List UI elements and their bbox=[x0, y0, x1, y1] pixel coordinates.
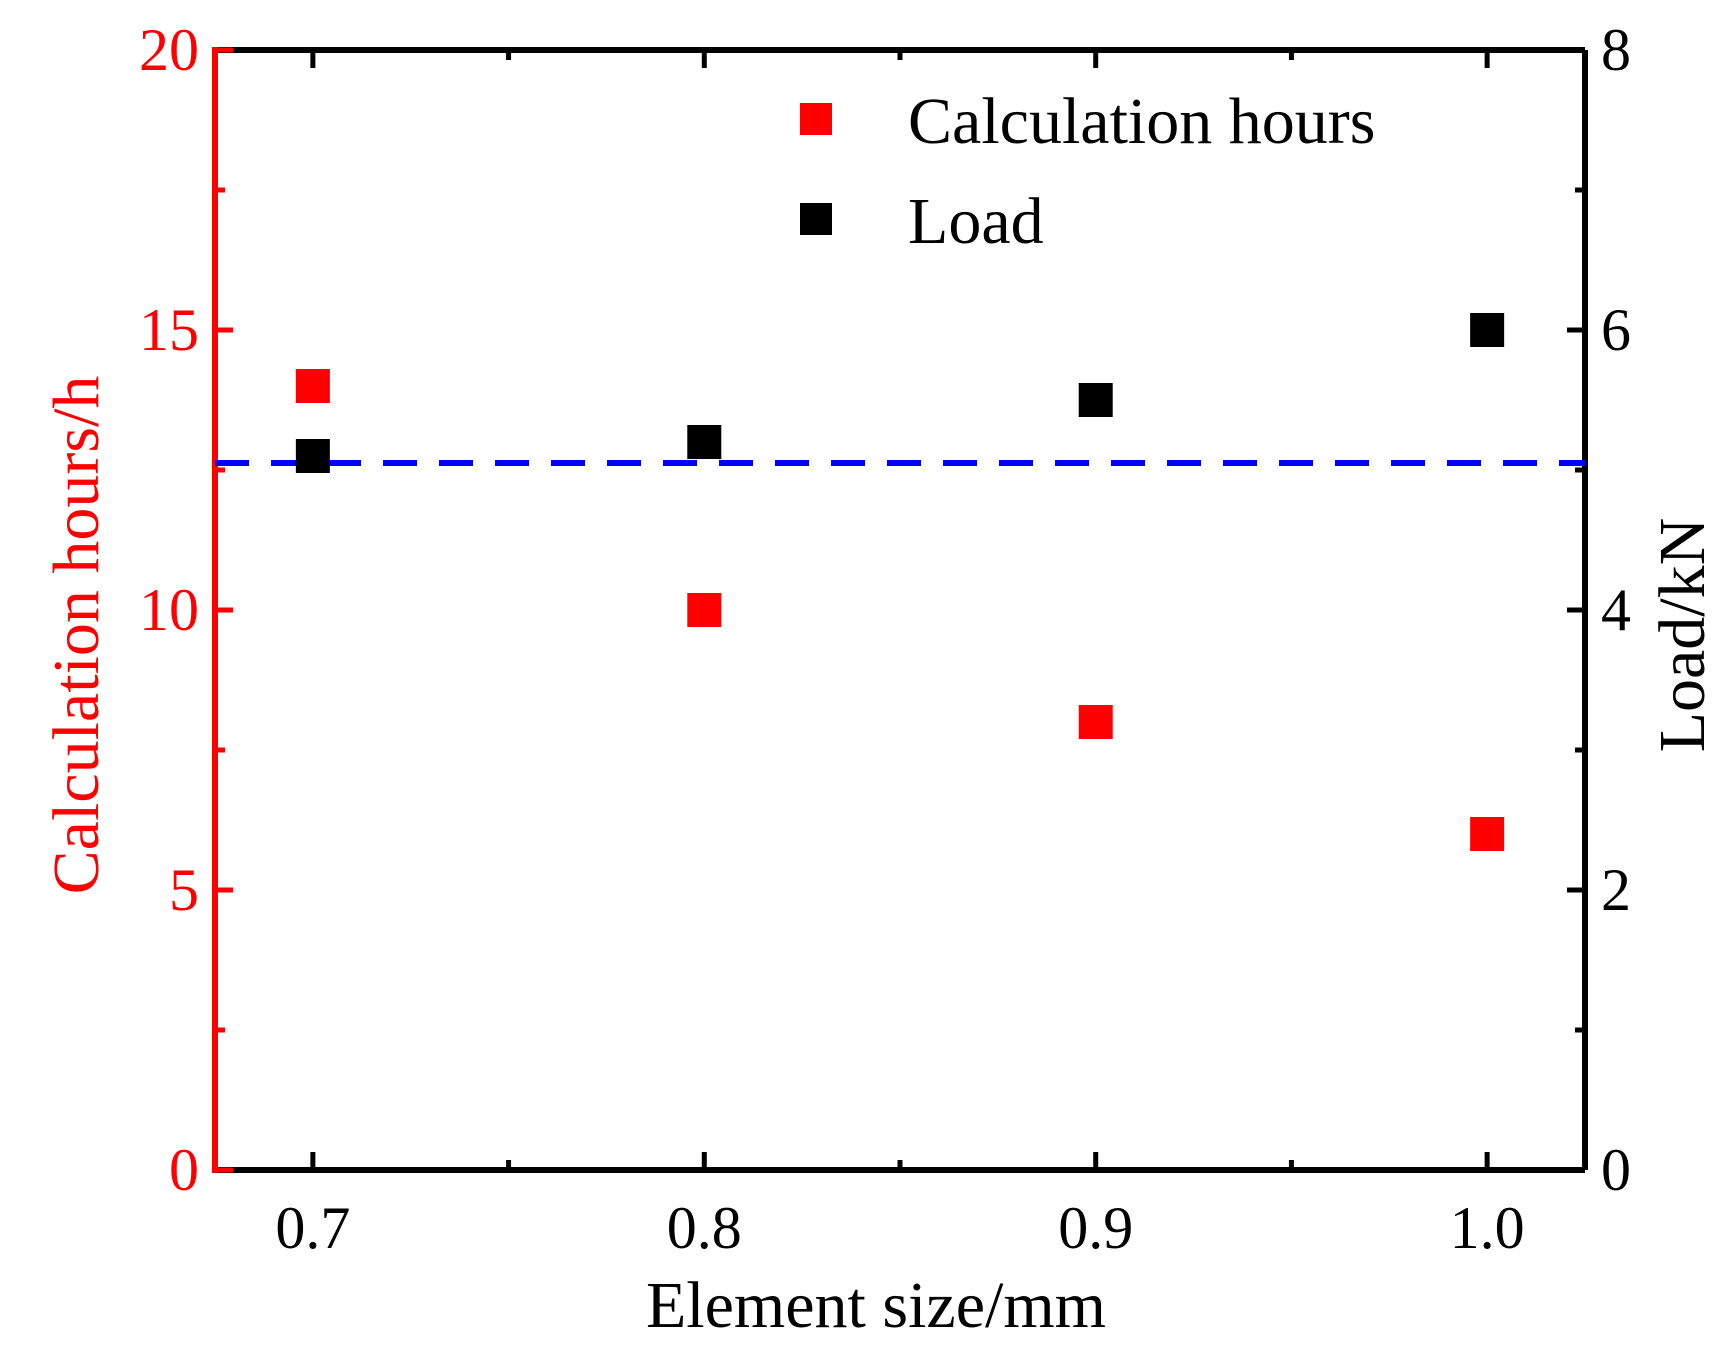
data-point-load bbox=[1078, 383, 1113, 417]
ticks-layer: 0.7 0.8 0.9 1.0 0 5 10 15 20 0 2 4 6 8 bbox=[139, 17, 1631, 1261]
data-points-layer bbox=[295, 313, 1505, 851]
y-right-tick-label: 8 bbox=[1601, 17, 1631, 83]
y-left-tick-label: 0 bbox=[169, 1137, 199, 1203]
data-point-calculation-hours bbox=[1078, 705, 1113, 739]
y-right-tick-label: 6 bbox=[1601, 297, 1631, 363]
data-point-load bbox=[687, 425, 722, 459]
y-left-tick-label: 20 bbox=[139, 17, 199, 83]
legend-label-calculation-hours: Calculation hours bbox=[908, 85, 1375, 158]
x-tick-label: 0.8 bbox=[667, 1195, 742, 1261]
data-point-calculation-hours bbox=[1470, 817, 1505, 851]
data-point-load bbox=[295, 439, 330, 473]
x-tick-label: 1.0 bbox=[1450, 1195, 1525, 1261]
y-right-axis-title: Load/kN bbox=[1646, 518, 1719, 753]
legend: Calculation hours Load bbox=[800, 85, 1375, 258]
y-right-tick-label: 2 bbox=[1601, 857, 1631, 923]
y-left-tick-label: 5 bbox=[169, 857, 199, 923]
y-right-tick-label: 0 bbox=[1601, 1137, 1631, 1203]
x-tick-label: 0.9 bbox=[1058, 1195, 1133, 1261]
data-point-calculation-hours bbox=[687, 593, 722, 627]
x-tick-label: 0.7 bbox=[275, 1195, 350, 1261]
y-right-tick-label: 4 bbox=[1601, 577, 1631, 643]
axes-layer bbox=[212, 47, 1588, 1173]
legend-marker-load bbox=[800, 203, 832, 235]
y-left-tick-label: 10 bbox=[139, 577, 199, 643]
legend-label-load: Load bbox=[908, 185, 1044, 258]
data-point-calculation-hours bbox=[295, 369, 330, 403]
legend-marker-calculation-hours bbox=[800, 103, 832, 135]
data-point-load bbox=[1470, 313, 1505, 347]
y-left-tick-label: 15 bbox=[139, 297, 199, 363]
y-left-axis-title: Calculation hours/h bbox=[40, 376, 113, 895]
x-axis-title: Element size/mm bbox=[646, 1269, 1106, 1342]
